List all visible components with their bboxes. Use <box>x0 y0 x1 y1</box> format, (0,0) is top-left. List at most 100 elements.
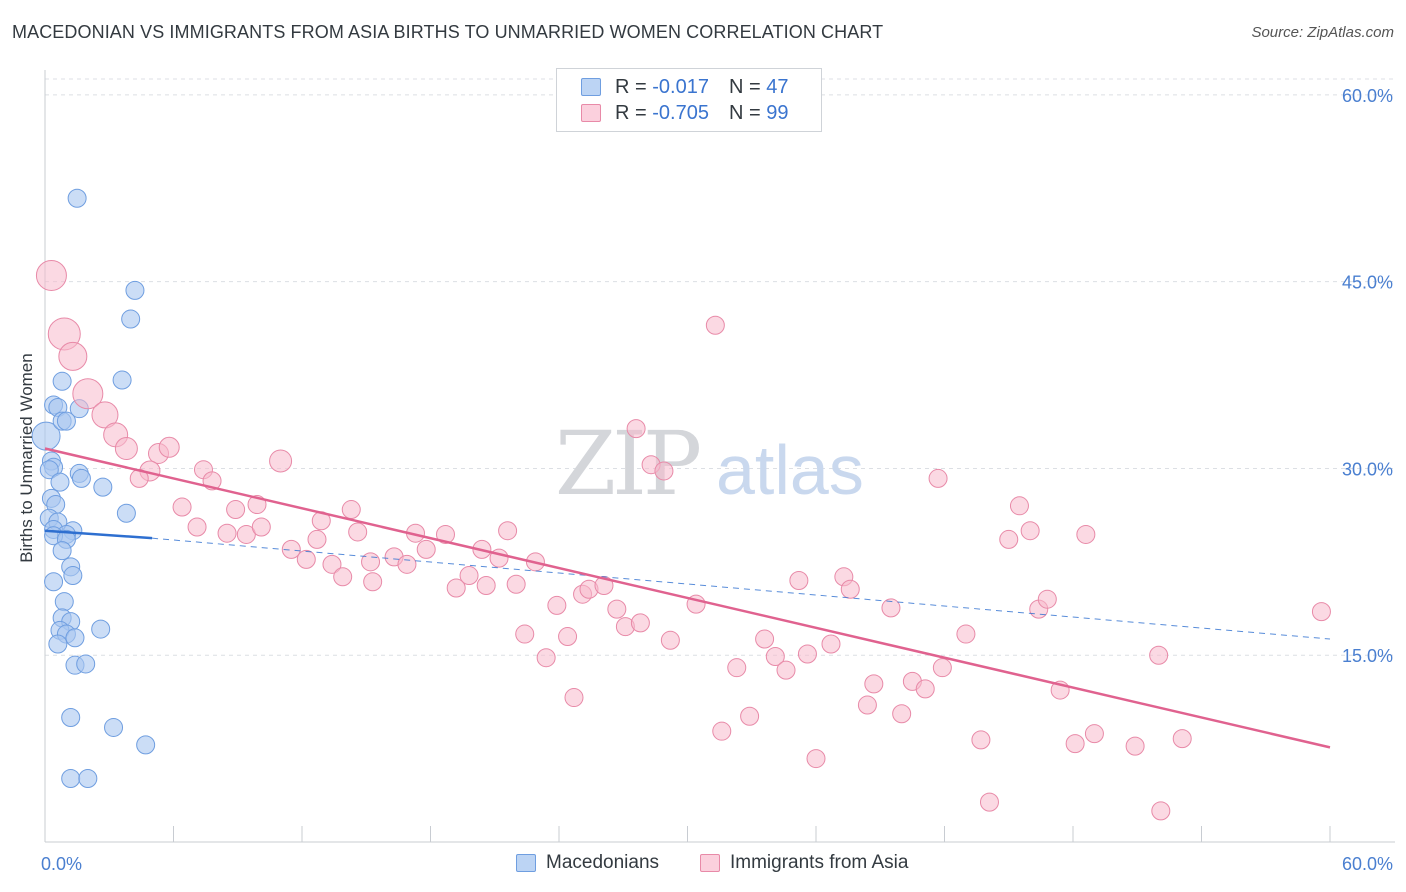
asia-point <box>361 552 381 572</box>
asia-point <box>236 524 256 544</box>
legend-row-macedonians: R = -0.017 N = 47 <box>581 74 788 100</box>
asia-point <box>416 539 436 559</box>
grid-lines <box>45 78 1395 656</box>
legend-item-macedonians[interactable]: Macedonians <box>516 852 659 874</box>
legend-r-value: -0.705 <box>652 101 709 124</box>
asia-point <box>857 695 877 715</box>
asia-point <box>307 529 327 549</box>
asia-point <box>971 730 991 750</box>
legend-n-value: 99 <box>766 101 789 124</box>
asia-point <box>296 549 316 569</box>
asia-point <box>476 575 496 595</box>
asia-point <box>892 704 912 724</box>
macedonian-point <box>39 460 59 480</box>
macedonian-point <box>61 768 81 788</box>
legend-macedonians-label: Macedonians <box>546 852 660 873</box>
asia-point <box>1009 496 1029 516</box>
asia-point <box>705 315 725 335</box>
legend-r-label: R = <box>615 101 653 124</box>
asia-point <box>1037 589 1057 609</box>
asia-points <box>35 259 1331 821</box>
blue-swatch <box>516 854 536 872</box>
asia-point <box>1172 729 1192 749</box>
asia-point <box>435 524 455 544</box>
y-tick-label: 60.0% <box>1342 86 1393 106</box>
pink-swatch <box>581 104 601 122</box>
asia-point <box>1149 645 1169 665</box>
asia-point <box>217 523 237 543</box>
asia-point <box>446 578 466 598</box>
asia-point <box>1151 801 1171 821</box>
asia-point <box>498 521 518 541</box>
asia-point <box>515 624 535 644</box>
asia-point <box>91 401 119 429</box>
macedonian-trend-line <box>44 529 153 540</box>
macedonians-points <box>31 188 156 788</box>
macedonian-point <box>63 566 83 586</box>
asia-point <box>35 259 67 291</box>
asia-point <box>281 539 301 559</box>
asia-point <box>226 500 246 520</box>
asia-point <box>806 749 826 769</box>
asia-point <box>956 624 976 644</box>
macedonian-point <box>61 707 81 727</box>
asia-point <box>333 567 353 587</box>
asia-point <box>1065 734 1085 754</box>
macedonian-point <box>52 371 72 391</box>
macedonian-point <box>112 370 132 390</box>
asia-point <box>363 572 383 592</box>
asia-point <box>269 449 293 473</box>
legend-row-asia: R = -0.705 N = 99 <box>581 100 788 126</box>
macedonian-point <box>52 541 72 561</box>
legend-r-label: R = <box>615 75 653 98</box>
macedonian-point <box>78 768 98 788</box>
asia-point <box>459 566 479 586</box>
asia-point <box>797 644 817 664</box>
source-label: Source: ZipAtlas.com <box>1251 24 1394 41</box>
asia-point <box>558 627 578 647</box>
asia-point <box>607 599 627 619</box>
asia-point <box>881 598 901 618</box>
asia-trend-line <box>44 447 1331 749</box>
macedonian-point <box>91 619 111 639</box>
tick-labels: 15.0% 30.0% 45.0% 60.0% 0.0% 60.0% <box>41 86 1393 874</box>
macedonian-point <box>44 572 64 592</box>
legend-asia-label: Immigrants from Asia <box>730 852 909 873</box>
macedonian-point <box>65 628 85 648</box>
legend-r-value: -0.017 <box>652 75 709 98</box>
asia-point <box>755 629 775 649</box>
asia-point <box>660 630 680 650</box>
asia-point <box>915 679 935 699</box>
asia-point <box>864 674 884 694</box>
macedonian-point <box>67 188 87 208</box>
asia-point <box>397 554 417 574</box>
legend-n-label: N = <box>728 101 767 124</box>
asia-point <box>1125 736 1145 756</box>
macedonian-point <box>31 421 61 451</box>
legend-n-label: N = <box>728 75 767 98</box>
y-tick-label: 15.0% <box>1342 646 1393 666</box>
macedonian-point <box>104 717 124 737</box>
asia-point <box>765 646 785 666</box>
asia-point <box>979 792 999 812</box>
asia-point <box>72 378 104 410</box>
asia-point <box>928 468 948 488</box>
asia-point <box>341 500 361 520</box>
asia-point <box>626 419 646 439</box>
asia-point <box>654 461 674 481</box>
asia-point <box>1084 724 1104 744</box>
asia-point <box>506 574 526 594</box>
asia-point <box>348 522 368 542</box>
macedonian-point <box>56 411 76 431</box>
x-tick-label: 60.0% <box>1342 854 1393 874</box>
macedonian-point <box>93 477 113 497</box>
legend-item-asia[interactable]: Immigrants from Asia <box>700 852 908 874</box>
asia-point <box>999 529 1019 549</box>
macedonian-point <box>125 280 145 300</box>
asia-point <box>840 579 860 599</box>
asia-point <box>172 497 192 517</box>
watermark-atlas: atlas <box>716 431 864 509</box>
macedonian-point <box>48 634 68 654</box>
asia-point <box>536 648 556 668</box>
